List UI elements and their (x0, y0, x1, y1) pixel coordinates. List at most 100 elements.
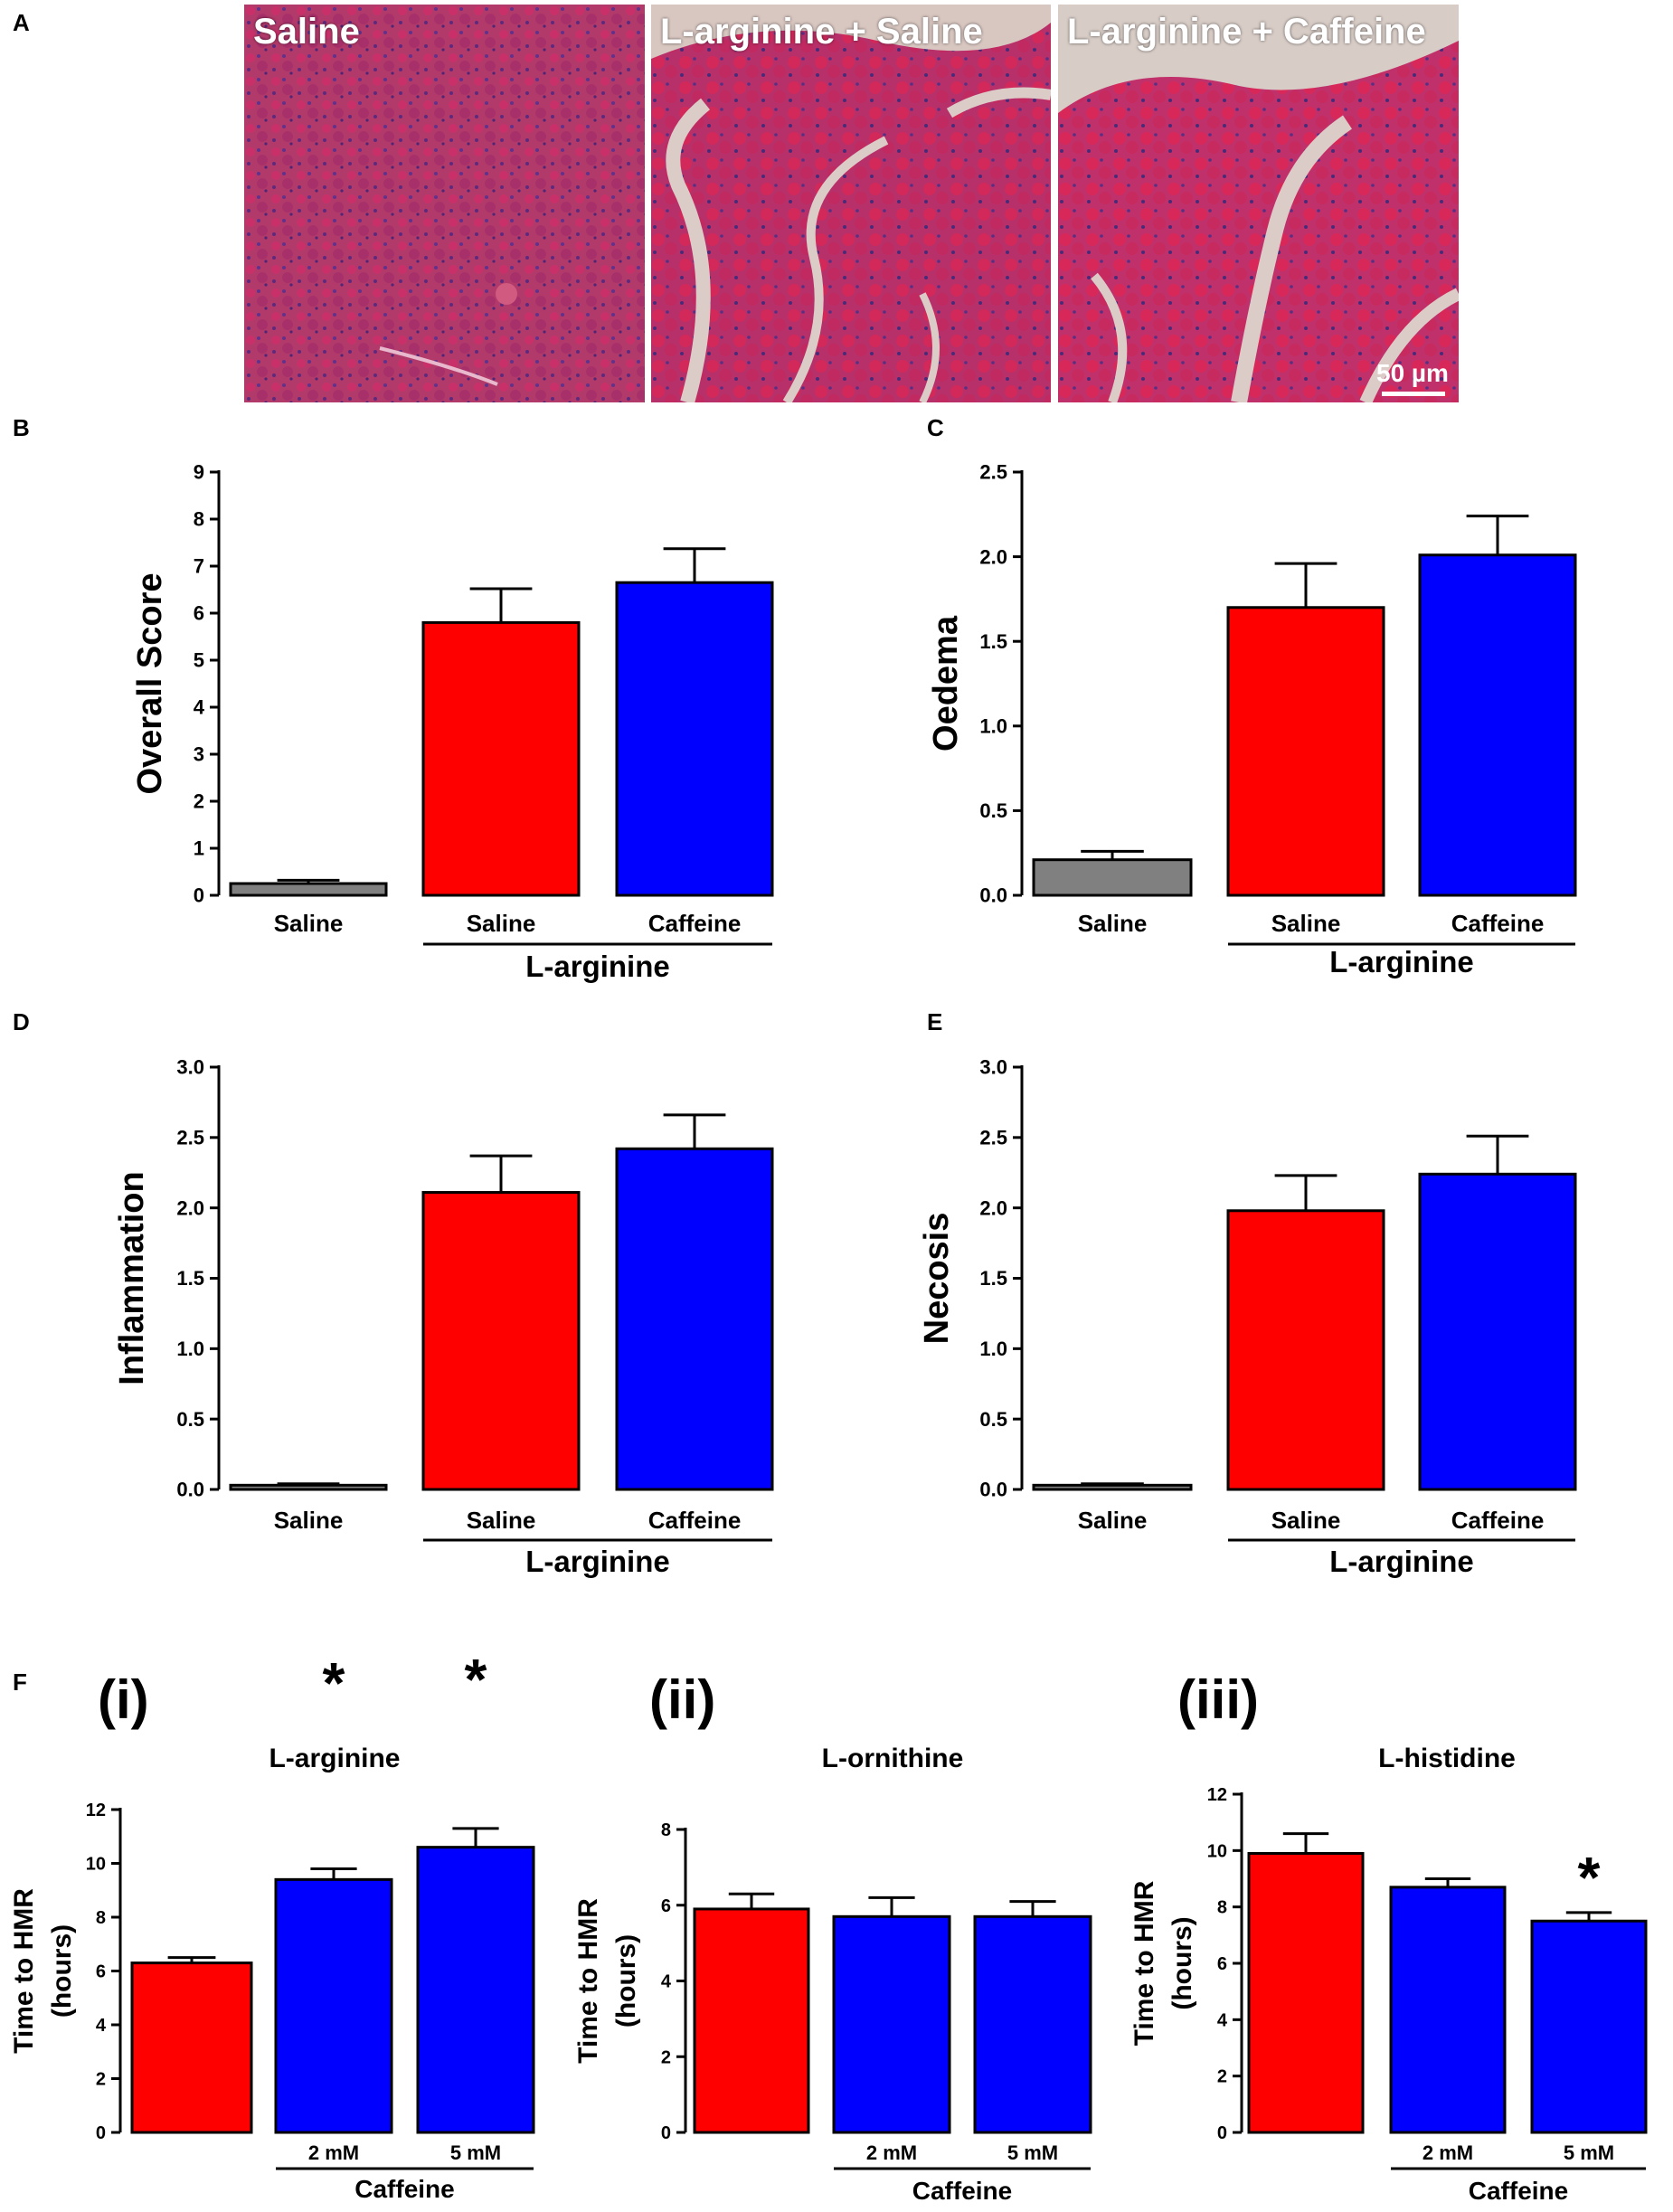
bar-b-0 (229, 882, 388, 897)
category-label-e-0: Saline (1078, 1507, 1148, 1534)
bar-f-ii-2 (973, 1914, 1092, 2134)
category-label-d-0: Saline (274, 1507, 344, 1534)
y-tick-label-c: 0.5 (979, 799, 1007, 822)
category-label-f-ii-2: 5 mM (1007, 2141, 1058, 2164)
y-axis-label-f-i: Time to HMR (9, 1888, 39, 2054)
panel-label-d: D (13, 1008, 30, 1035)
bar-f-i-2 (416, 1846, 535, 2134)
bar-f-i-0 (130, 1961, 253, 2134)
y-tick-label-d: 0.5 (176, 1408, 204, 1431)
roman-label-ii: (ii) (649, 1669, 716, 1730)
y-tick-label-f-i: 2 (96, 2070, 106, 2090)
y-tick-label-c: 0.0 (979, 884, 1007, 907)
y-tick-label-b: 5 (194, 649, 204, 672)
chart-title-f-ii: L-ornithine (822, 1744, 964, 1773)
bar-e-1 (1226, 1209, 1385, 1491)
bar-c-1 (1226, 606, 1385, 897)
significance-marker-f-i-2: * (465, 1647, 487, 1712)
micrograph-label-saline: Saline (253, 12, 360, 52)
category-label-f-i-2: 5 mM (450, 2141, 501, 2164)
category-label-e-1: Saline (1271, 1507, 1341, 1534)
y-tick-label-b: 8 (194, 508, 204, 531)
y-tick-label-f-i: 4 (96, 2016, 107, 2036)
y-tick-label-e: 2.0 (979, 1196, 1007, 1219)
category-label-d-2: Caffeine (648, 1507, 742, 1534)
y-tick-label-f-ii: 4 (661, 1972, 672, 1992)
bar-f-ii-0 (693, 1907, 810, 2134)
y-tick-label-b: 3 (194, 743, 204, 766)
bar-c-2 (1418, 553, 1577, 897)
bar-b-1 (421, 620, 581, 897)
roman-label-iii: (iii) (1177, 1669, 1259, 1730)
bar-f-iii-1 (1389, 1886, 1507, 2134)
micrograph-larginine-saline: L-arginine + Saline (651, 5, 1051, 402)
bar-d-0 (229, 1483, 388, 1491)
category-label-c-0: Saline (1078, 910, 1148, 937)
bar-e-2 (1418, 1172, 1577, 1491)
group-label-c: L-arginine (1329, 945, 1474, 978)
category-label-c-1: Saline (1271, 910, 1341, 937)
y-tick-label-b: 1 (194, 837, 204, 860)
y-tick-label-f-iii: 0 (1217, 2123, 1227, 2143)
y-tick-label-d: 3.0 (176, 1056, 204, 1079)
y-tick-label-f-iii: 2 (1217, 2067, 1227, 2087)
scale-bar (1382, 392, 1445, 396)
chart-title-f-i: L-arginine (269, 1744, 400, 1773)
category-label-e-2: Caffeine (1451, 1507, 1545, 1534)
group-label-f-ii: Caffeine (912, 2177, 1012, 2205)
y-tick-label-b: 7 (194, 555, 204, 578)
group-label-f-i: Caffeine (354, 2175, 454, 2203)
y-tick-label-e: 1.0 (979, 1338, 1007, 1360)
category-label-f-i-1: 2 mM (308, 2141, 359, 2164)
histology-texture-larginine-saline (651, 5, 1051, 402)
y-tick-label-f-ii: 0 (661, 2123, 671, 2143)
bar-f-i-1 (274, 1877, 393, 2134)
micrograph-larginine-caffeine: L-arginine + Caffeine 50 µm (1058, 5, 1459, 402)
y-tick-label-e: 1.5 (979, 1267, 1007, 1290)
histology-texture-saline (244, 5, 645, 402)
bar-b-2 (615, 581, 774, 897)
y-axis-label-units-f-ii: (hours) (611, 1934, 641, 2028)
y-tick-label-c: 1.5 (979, 630, 1007, 653)
y-axis-label-d: Inflammation (113, 1171, 151, 1385)
significance-marker-f-i-1: * (323, 1650, 345, 1716)
scale-bar-label: 50 µm (1376, 359, 1449, 387)
bar-d-2 (615, 1147, 774, 1491)
y-tick-label-b: 2 (194, 790, 204, 813)
y-axis-label-units-f-i: (hours) (47, 1924, 77, 2018)
group-label-f-iii: Caffeine (1469, 2177, 1568, 2205)
panel-label-e: E (927, 1008, 943, 1035)
y-tick-label-e: 0.0 (979, 1479, 1007, 1501)
bar-f-iii-2 (1530, 1919, 1648, 2134)
y-tick-label-b: 4 (194, 696, 205, 719)
category-label-c-2: Caffeine (1451, 910, 1545, 937)
panel-label-c: C (927, 414, 944, 441)
micrograph-saline: Saline (244, 5, 645, 402)
panel-label-f: F (13, 1668, 27, 1696)
y-tick-label-d: 1.5 (176, 1267, 204, 1290)
histology-texture-larginine-caffeine (1058, 5, 1459, 402)
group-label-e: L-arginine (1329, 1545, 1474, 1578)
roman-label-i: (i) (98, 1669, 149, 1730)
bar-f-ii-1 (832, 1914, 951, 2134)
y-tick-label-f-i: 6 (96, 1962, 106, 1982)
bar-e-0 (1032, 1483, 1193, 1491)
y-tick-label-e: 3.0 (979, 1056, 1007, 1079)
y-tick-label-b: 0 (194, 884, 204, 907)
bar-d-1 (421, 1191, 581, 1491)
bar-c-0 (1032, 858, 1193, 897)
category-label-f-iii-2: 5 mM (1564, 2141, 1614, 2164)
y-tick-label-f-iii: 10 (1207, 1841, 1227, 1861)
bar-f-iii-0 (1247, 1851, 1365, 2134)
y-tick-label-f-ii: 6 (661, 1896, 671, 1916)
panel-label-a: A (13, 9, 30, 36)
category-label-b-0: Saline (274, 910, 344, 937)
y-tick-label-d: 2.0 (176, 1196, 204, 1219)
y-axis-label-f-ii: Time to HMR (573, 1898, 603, 2064)
y-tick-label-b: 6 (194, 602, 204, 625)
y-tick-label-d: 1.0 (176, 1338, 204, 1360)
y-tick-label-f-i: 8 (96, 1908, 106, 1928)
y-tick-label-f-iii: 8 (1217, 1898, 1227, 1918)
category-label-d-1: Saline (467, 1507, 536, 1534)
